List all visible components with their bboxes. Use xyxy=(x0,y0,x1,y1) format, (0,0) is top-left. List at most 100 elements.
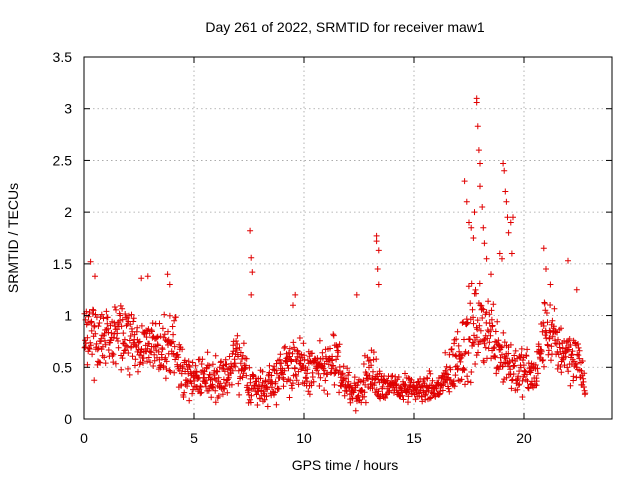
data-point xyxy=(399,392,406,399)
data-point xyxy=(468,224,475,231)
data-point xyxy=(490,345,497,352)
data-point xyxy=(289,380,296,387)
y-tick-label: 0.5 xyxy=(53,359,73,375)
data-point xyxy=(426,368,433,374)
data-point xyxy=(159,325,166,332)
data-point xyxy=(575,344,582,351)
data-point xyxy=(501,167,508,174)
data-point xyxy=(129,353,136,360)
data-point xyxy=(282,343,289,350)
data-point xyxy=(324,391,331,397)
data-point xyxy=(460,366,467,373)
data-point xyxy=(172,314,179,321)
data-point xyxy=(331,370,338,377)
data-point xyxy=(351,374,358,381)
data-point xyxy=(500,379,507,385)
data-point xyxy=(422,396,429,403)
data-point xyxy=(488,316,495,323)
data-point xyxy=(489,322,496,329)
data-point xyxy=(84,361,91,368)
data-point xyxy=(163,358,170,365)
data-point xyxy=(511,352,518,359)
data-point xyxy=(151,351,158,358)
data-point xyxy=(132,362,138,369)
data-point xyxy=(582,390,589,397)
data-point xyxy=(482,344,489,351)
data-point xyxy=(260,388,267,395)
data-point xyxy=(509,357,516,364)
data-point xyxy=(491,353,497,360)
data-point xyxy=(534,370,541,377)
data-point xyxy=(432,393,439,400)
data-point xyxy=(275,385,282,392)
data-point xyxy=(514,386,521,393)
data-point xyxy=(355,392,362,399)
data-point xyxy=(315,370,322,377)
data-point xyxy=(477,327,484,334)
data-point xyxy=(191,377,198,384)
data-point xyxy=(84,334,91,341)
data-point xyxy=(162,354,169,361)
data-point xyxy=(233,338,240,344)
data-point xyxy=(126,337,133,344)
data-point xyxy=(447,366,454,373)
data-point xyxy=(515,382,522,389)
data-point xyxy=(364,354,371,361)
data-point xyxy=(146,348,153,355)
data-point xyxy=(568,351,575,358)
data-point xyxy=(204,349,211,356)
data-point xyxy=(366,372,373,379)
data-point xyxy=(518,345,525,352)
data-point xyxy=(564,364,571,371)
data-point xyxy=(457,358,464,365)
x-tick-label: 5 xyxy=(190,430,198,446)
data-point xyxy=(352,407,359,414)
data-point xyxy=(122,342,129,349)
data-point xyxy=(375,247,382,254)
data-point xyxy=(115,344,122,351)
data-point xyxy=(224,389,231,396)
data-point xyxy=(300,340,307,347)
data-point xyxy=(492,354,499,361)
data-point xyxy=(487,327,494,333)
data-point xyxy=(507,366,514,373)
data-point xyxy=(126,371,133,378)
data-point xyxy=(240,340,247,347)
data-point xyxy=(183,361,190,368)
data-point xyxy=(285,349,292,356)
data-point xyxy=(454,328,461,335)
data-point xyxy=(429,377,436,384)
data-point xyxy=(288,357,295,364)
data-point xyxy=(442,349,449,356)
data-point xyxy=(463,198,470,205)
data-point xyxy=(319,349,326,356)
data-point xyxy=(189,390,196,397)
data-point xyxy=(498,344,505,351)
data-point xyxy=(281,345,288,351)
data-point xyxy=(248,254,255,261)
data-point xyxy=(170,331,177,338)
data-point xyxy=(405,399,411,406)
data-point xyxy=(476,280,483,287)
y-tick-label: 1 xyxy=(64,308,72,324)
data-point xyxy=(119,305,126,312)
data-point xyxy=(153,334,160,341)
data-point xyxy=(86,309,93,316)
data-point xyxy=(503,198,510,205)
data-point xyxy=(354,382,361,389)
data-point xyxy=(304,378,311,385)
data-point xyxy=(490,301,497,308)
data-point xyxy=(212,352,219,359)
data-point xyxy=(365,358,372,364)
data-point xyxy=(502,188,509,195)
data-point xyxy=(268,372,275,379)
data-point xyxy=(242,362,249,369)
data-point xyxy=(289,385,296,392)
data-point xyxy=(206,362,213,369)
data-point xyxy=(455,342,462,349)
data-point xyxy=(221,385,228,392)
data-point xyxy=(181,389,188,396)
data-point xyxy=(90,307,97,314)
data-point xyxy=(442,379,448,386)
data-point xyxy=(105,347,112,353)
